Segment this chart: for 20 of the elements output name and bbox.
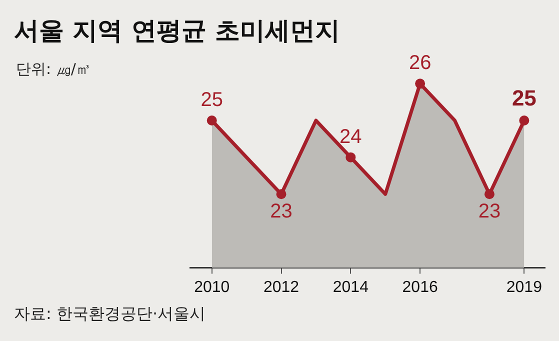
data-label: 26: [408, 52, 432, 74]
chart-title: 서울 지역 연평균 초미세먼지: [14, 15, 340, 47]
x-tick-label: 2012: [263, 278, 300, 296]
point: [484, 189, 494, 200]
point: [519, 115, 530, 126]
x-tick-label: 2014: [332, 278, 369, 296]
x-tick-label: 2010: [194, 278, 230, 296]
point: [276, 189, 286, 200]
data-label: 23: [270, 200, 292, 223]
text: 단위: ㎍/㎥: [16, 60, 91, 79]
data-label: 23: [478, 200, 501, 223]
data-label: 24: [340, 126, 362, 148]
data-label: 25: [512, 86, 536, 111]
x-tick-label: 2019: [506, 278, 542, 296]
data-label: 25: [200, 89, 223, 111]
annotation: 자료: 한국환경공단·서울시: [14, 304, 206, 325]
x-tick-label: 2016: [402, 278, 438, 296]
point: [415, 78, 426, 89]
point: [346, 152, 356, 162]
point: [206, 115, 217, 126]
